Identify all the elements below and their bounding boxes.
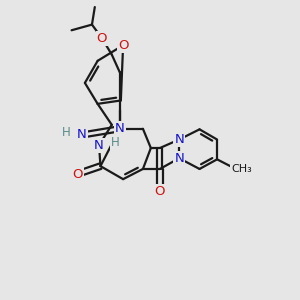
- Text: N: N: [174, 133, 184, 146]
- Text: N: N: [77, 128, 87, 142]
- Text: N: N: [174, 152, 184, 165]
- Text: H: H: [111, 136, 120, 149]
- Text: O: O: [97, 32, 107, 45]
- Text: N: N: [115, 122, 124, 135]
- Text: O: O: [155, 185, 165, 198]
- Text: CH₃: CH₃: [231, 164, 252, 174]
- Text: H: H: [62, 126, 71, 139]
- Text: O: O: [118, 39, 128, 52]
- Text: N: N: [94, 139, 104, 152]
- Text: O: O: [72, 168, 83, 181]
